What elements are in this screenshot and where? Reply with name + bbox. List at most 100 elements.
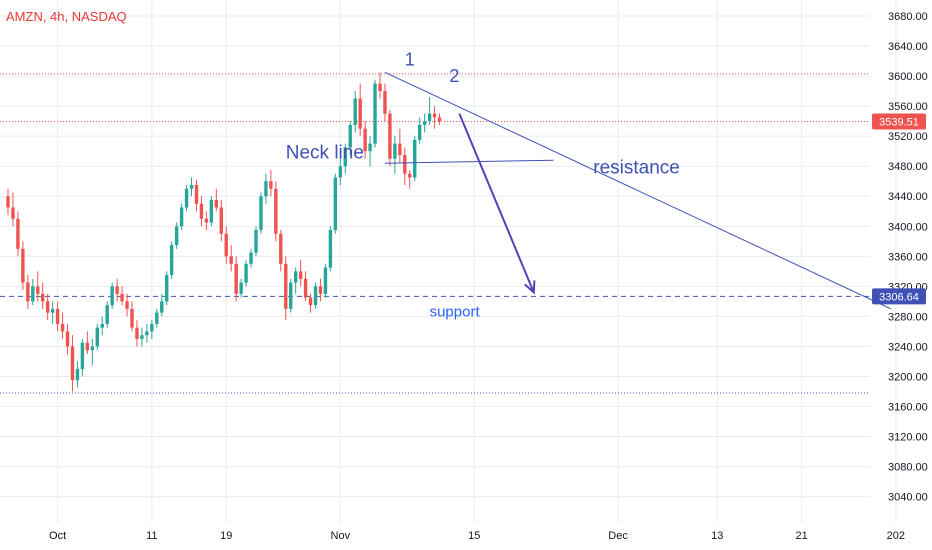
candle[interactable] bbox=[373, 79, 377, 148]
candle[interactable] bbox=[254, 226, 258, 257]
candle-body[interactable] bbox=[427, 113, 432, 122]
candle-body[interactable] bbox=[408, 173, 412, 178]
candle[interactable] bbox=[224, 226, 228, 264]
candle[interactable] bbox=[105, 301, 109, 328]
candle-body[interactable] bbox=[11, 207, 15, 219]
candle-body[interactable] bbox=[36, 286, 40, 294]
candle[interactable] bbox=[393, 136, 397, 174]
candle-body[interactable] bbox=[239, 282, 243, 294]
candle-body[interactable] bbox=[289, 282, 293, 309]
candle-body[interactable] bbox=[70, 346, 75, 381]
candle-body[interactable] bbox=[199, 203, 204, 219]
candle[interactable] bbox=[179, 203, 184, 231]
candle-body[interactable] bbox=[214, 199, 219, 208]
candle[interactable] bbox=[50, 301, 55, 324]
candle[interactable] bbox=[60, 312, 65, 339]
candle[interactable] bbox=[204, 211, 209, 231]
candle-body[interactable] bbox=[174, 226, 179, 246]
candle-body[interactable] bbox=[353, 98, 357, 125]
candle[interactable] bbox=[36, 271, 40, 302]
candle[interactable] bbox=[115, 278, 119, 302]
candle[interactable] bbox=[150, 320, 154, 339]
candle[interactable] bbox=[229, 245, 233, 272]
candle[interactable] bbox=[80, 338, 85, 377]
candle[interactable] bbox=[90, 338, 95, 366]
candle-body[interactable] bbox=[155, 312, 159, 324]
candle[interactable] bbox=[125, 293, 129, 317]
candle[interactable] bbox=[234, 256, 238, 302]
candle[interactable] bbox=[75, 361, 80, 388]
candle[interactable] bbox=[155, 308, 159, 328]
candle[interactable] bbox=[26, 275, 30, 309]
candle[interactable] bbox=[313, 282, 318, 309]
candle[interactable] bbox=[408, 169, 412, 189]
candle-body[interactable] bbox=[413, 139, 417, 178]
candle[interactable] bbox=[189, 177, 194, 197]
candle-body[interactable] bbox=[50, 308, 55, 313]
candle-body[interactable] bbox=[234, 263, 238, 294]
candle-body[interactable] bbox=[403, 154, 407, 174]
candle-body[interactable] bbox=[130, 308, 134, 328]
candle-body[interactable] bbox=[269, 181, 273, 189]
candle[interactable] bbox=[174, 222, 179, 249]
candle[interactable] bbox=[239, 278, 243, 298]
candle-body[interactable] bbox=[358, 98, 362, 129]
candle[interactable] bbox=[219, 199, 223, 242]
candle-body[interactable] bbox=[224, 233, 228, 257]
candle[interactable] bbox=[274, 181, 278, 242]
candle-body[interactable] bbox=[333, 177, 338, 231]
candle-body[interactable] bbox=[16, 218, 20, 249]
candle[interactable] bbox=[249, 248, 253, 268]
candle[interactable] bbox=[403, 147, 407, 185]
candle[interactable] bbox=[95, 323, 99, 351]
candle-body[interactable] bbox=[313, 286, 318, 306]
candle[interactable] bbox=[328, 226, 333, 272]
candle-body[interactable] bbox=[422, 121, 427, 125]
candle[interactable] bbox=[145, 323, 149, 343]
candle[interactable] bbox=[363, 121, 367, 159]
candle[interactable] bbox=[348, 121, 352, 155]
candle[interactable] bbox=[338, 158, 343, 185]
candle-body[interactable] bbox=[249, 252, 253, 264]
candle-body[interactable] bbox=[209, 199, 214, 223]
candle-body[interactable] bbox=[60, 323, 65, 332]
candle[interactable] bbox=[16, 211, 20, 257]
candle[interactable] bbox=[21, 241, 25, 291]
candle-body[interactable] bbox=[219, 207, 223, 234]
candle-body[interactable] bbox=[194, 184, 199, 204]
candle-body[interactable] bbox=[373, 83, 377, 144]
candle[interactable] bbox=[194, 179, 199, 212]
candle[interactable] bbox=[41, 282, 45, 309]
candle-body[interactable] bbox=[259, 196, 263, 231]
candle[interactable] bbox=[289, 278, 293, 313]
candle-body[interactable] bbox=[90, 346, 95, 351]
candle[interactable] bbox=[165, 271, 169, 306]
candle[interactable] bbox=[31, 278, 35, 306]
candle[interactable] bbox=[11, 192, 15, 227]
candle[interactable] bbox=[269, 169, 273, 197]
candle[interactable] bbox=[437, 113, 442, 125]
candle[interactable] bbox=[184, 184, 189, 212]
candle-body[interactable] bbox=[293, 271, 298, 283]
candle[interactable] bbox=[303, 271, 308, 302]
candle[interactable] bbox=[45, 293, 50, 321]
candle-body[interactable] bbox=[105, 305, 109, 324]
resistance-trendline[interactable] bbox=[384, 71, 892, 310]
candle-body[interactable] bbox=[189, 184, 194, 189]
candle[interactable] bbox=[343, 143, 347, 174]
candle-body[interactable] bbox=[308, 297, 313, 306]
candle[interactable] bbox=[110, 282, 114, 309]
candle[interactable] bbox=[413, 136, 417, 182]
candle-body[interactable] bbox=[6, 196, 10, 208]
candle[interactable] bbox=[368, 136, 372, 167]
candle-body[interactable] bbox=[75, 368, 80, 381]
candle-body[interactable] bbox=[165, 275, 169, 302]
candle-body[interactable] bbox=[417, 124, 422, 140]
candle-body[interactable] bbox=[398, 143, 402, 155]
candle[interactable] bbox=[100, 316, 104, 336]
candle[interactable] bbox=[323, 263, 328, 298]
candle-body[interactable] bbox=[26, 282, 30, 302]
candle[interactable] bbox=[135, 320, 139, 347]
candle-body[interactable] bbox=[115, 286, 119, 294]
candle-body[interactable] bbox=[323, 267, 328, 294]
